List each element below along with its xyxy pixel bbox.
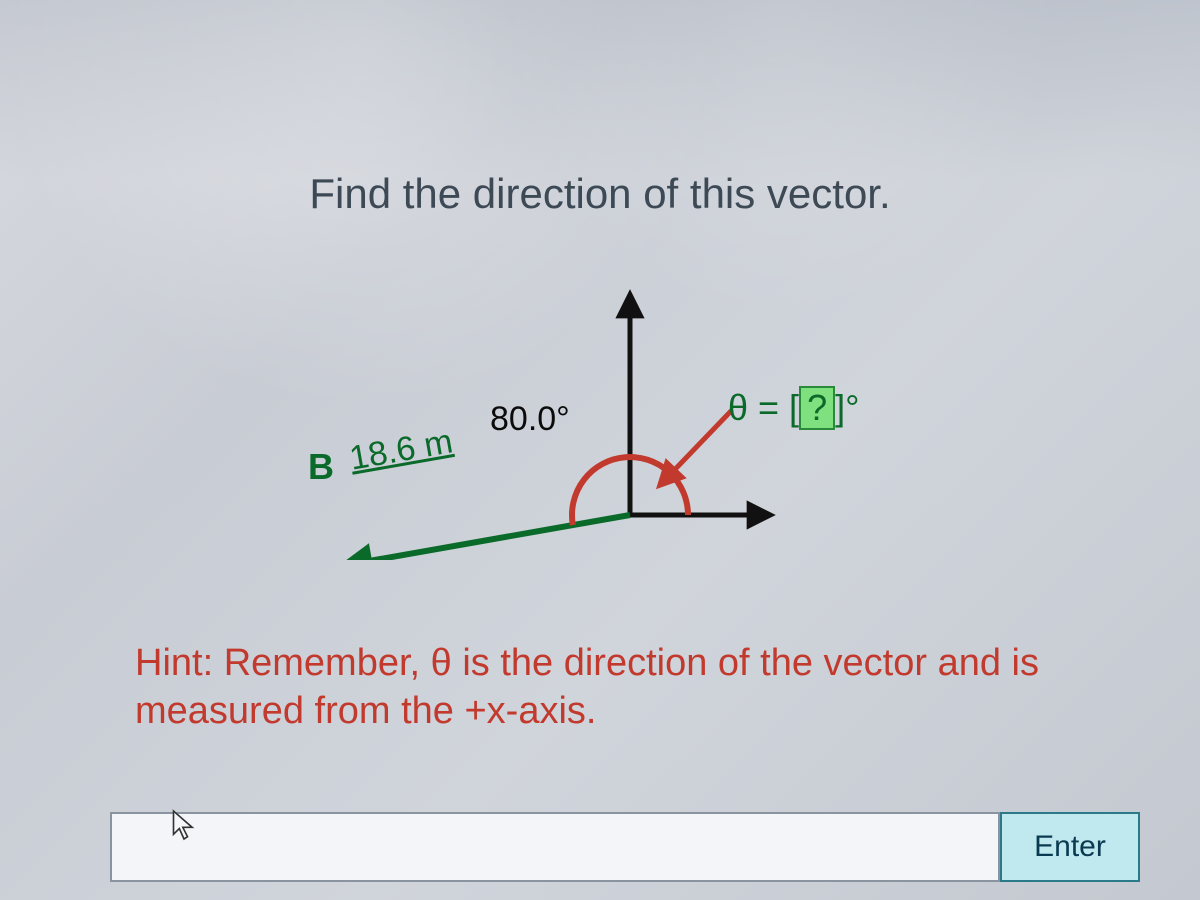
theta-prefix: θ = [ [728,387,799,428]
vector-diagram: 80.0° B 18.6 m θ = [?]° [300,260,900,560]
theta-suffix: ]° [835,387,859,428]
enter-button[interactable]: Enter [1000,812,1140,882]
angle-80-label: 80.0° [490,400,570,439]
hint-text: Hint: Remember, θ is the direction of th… [135,640,1120,735]
theta-expression: θ = [?]° [728,386,860,430]
vector-b [344,515,630,560]
vector-name-label: B [308,446,334,488]
theta-answer-box: ? [799,386,835,430]
answer-row: Enter [110,812,1140,882]
answer-input[interactable] [110,812,1000,882]
question-prompt: Find the direction of this vector. [309,170,890,218]
theta-pointer [660,410,732,485]
